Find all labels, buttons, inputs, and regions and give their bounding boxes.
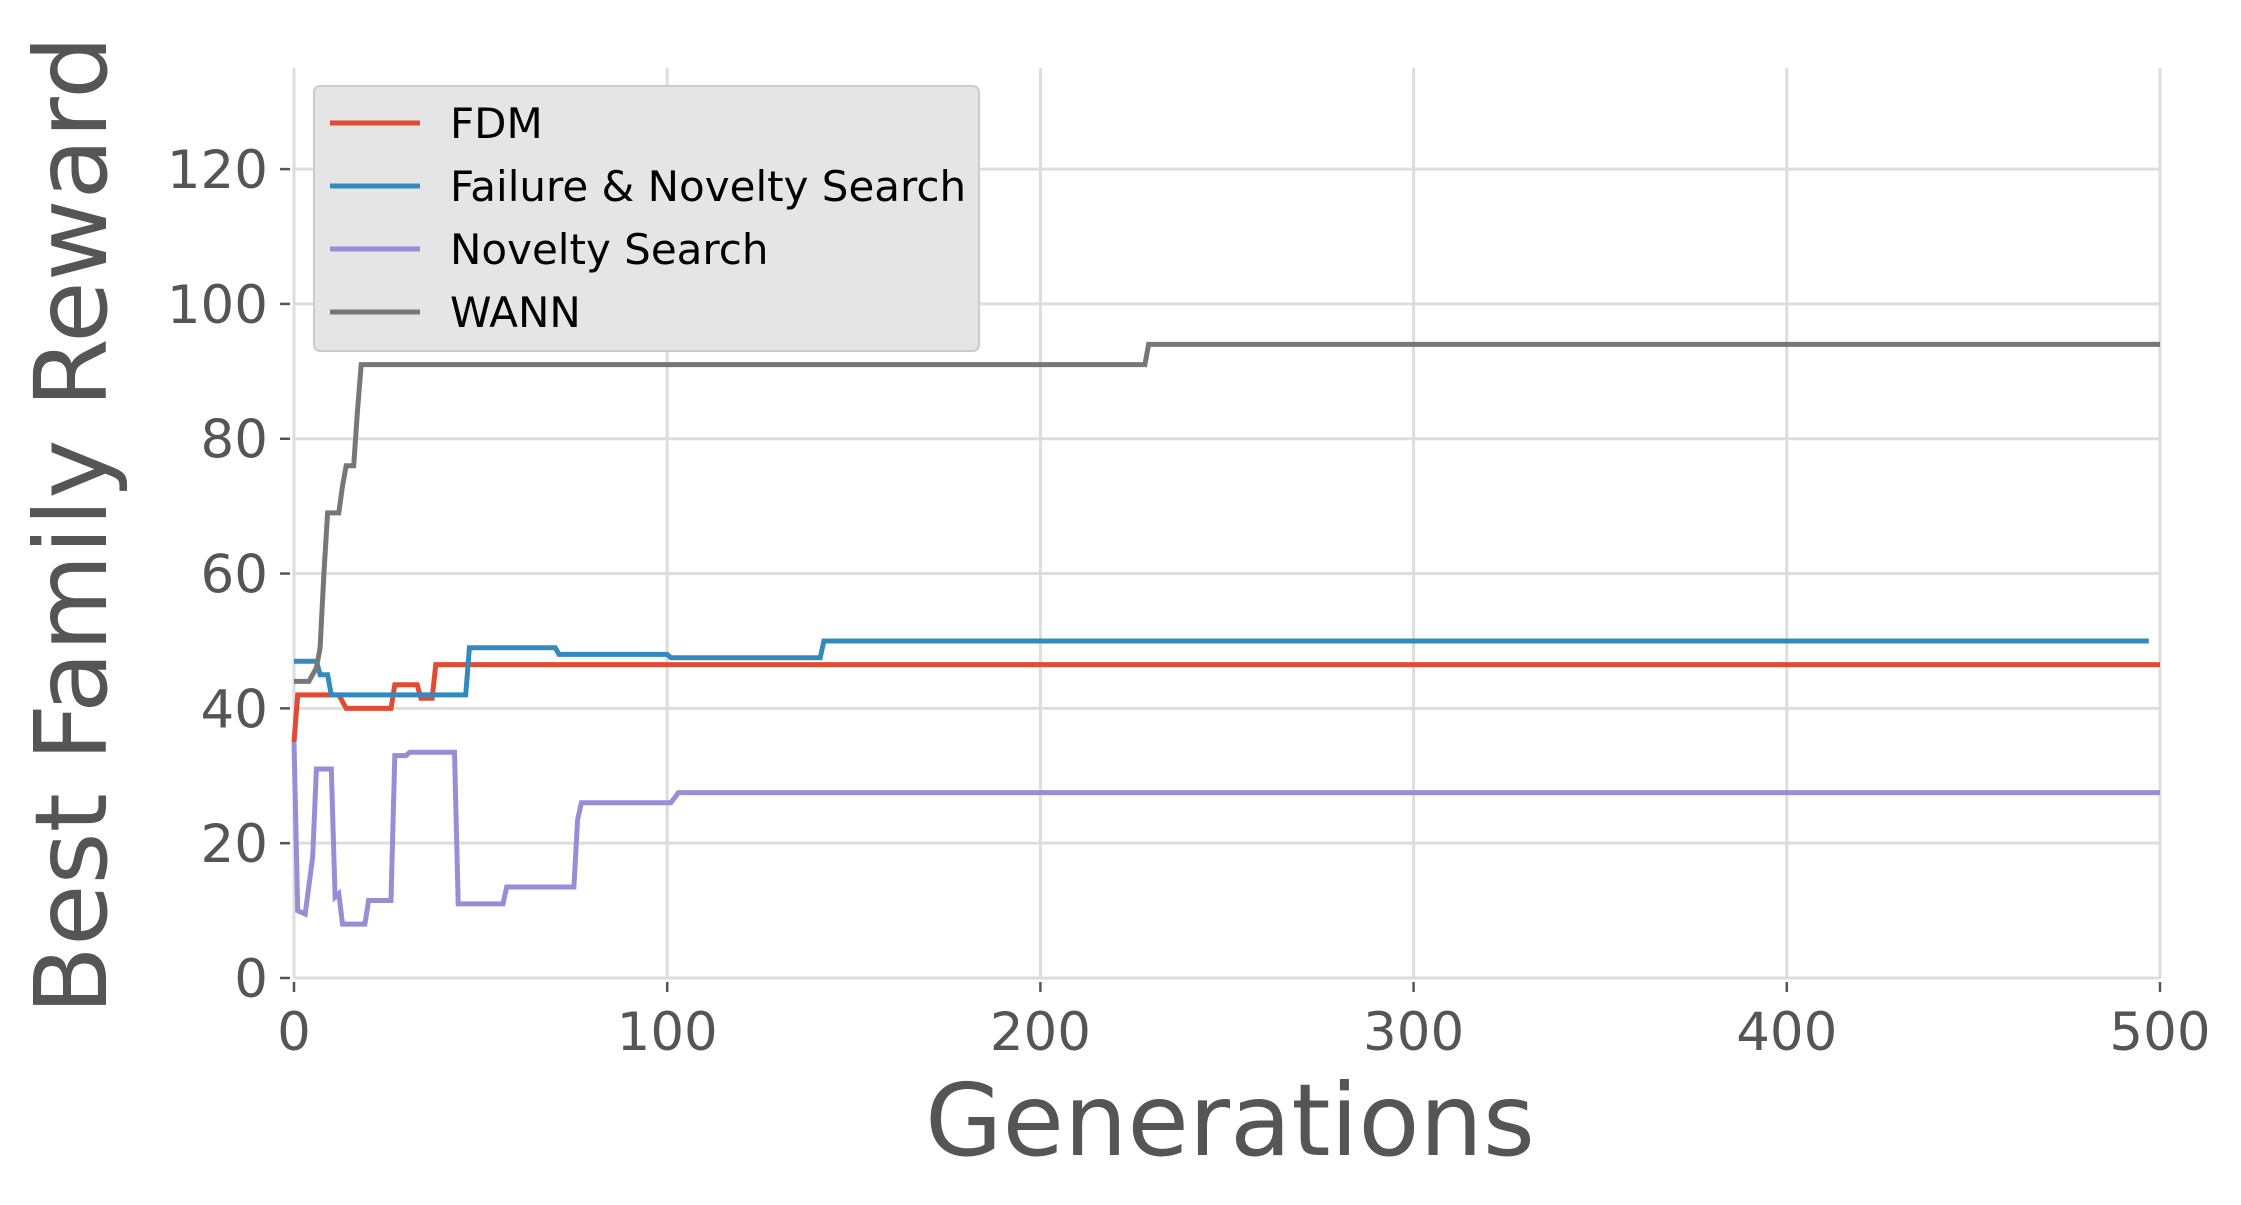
legend: FDM Failure & Novelty Search Novelty Searc… — [313, 85, 980, 352]
x-tick-label: 100 — [617, 1002, 718, 1063]
y-tick-label: 0 — [234, 949, 268, 1010]
x-tick-label: 0 — [277, 1002, 311, 1063]
series-line-failure-novelty-search — [294, 638, 2149, 698]
y-tick-label: 120 — [167, 140, 268, 201]
legend-label-novelty-search: Novelty Search — [450, 225, 768, 274]
series-line-novelty-search — [291, 742, 2160, 927]
series-line-fdm — [291, 662, 2160, 743]
x-tick-label: 300 — [1363, 1002, 1464, 1063]
x-axis-ticks: 0 100 200 300 400 500 — [277, 982, 2211, 1063]
y-tick-label: 20 — [201, 814, 268, 875]
series-line-wann — [294, 341, 2160, 684]
y-tick-label: 60 — [201, 545, 268, 606]
y-tick-label: 80 — [201, 410, 268, 471]
x-tick-label: 400 — [1736, 1002, 1837, 1063]
legend-label-fdm: FDM — [450, 99, 543, 148]
y-tick-label: 40 — [201, 679, 268, 740]
x-tick-label: 200 — [990, 1002, 1091, 1063]
x-tick-label: 500 — [2109, 1002, 2210, 1063]
legend-label-failure-novelty-search: Failure & Novelty Search — [450, 162, 966, 211]
y-axis-ticks: 0 20 40 60 80 100 120 — [167, 140, 290, 1010]
x-axis-title: Generations — [925, 1062, 1535, 1179]
y-tick-label: 100 — [167, 275, 268, 336]
series-lines — [291, 341, 2160, 927]
y-axis-title: Best Family Reward — [13, 35, 130, 1014]
legend-box — [313, 85, 980, 352]
legend-label-wann: WANN — [450, 288, 581, 337]
